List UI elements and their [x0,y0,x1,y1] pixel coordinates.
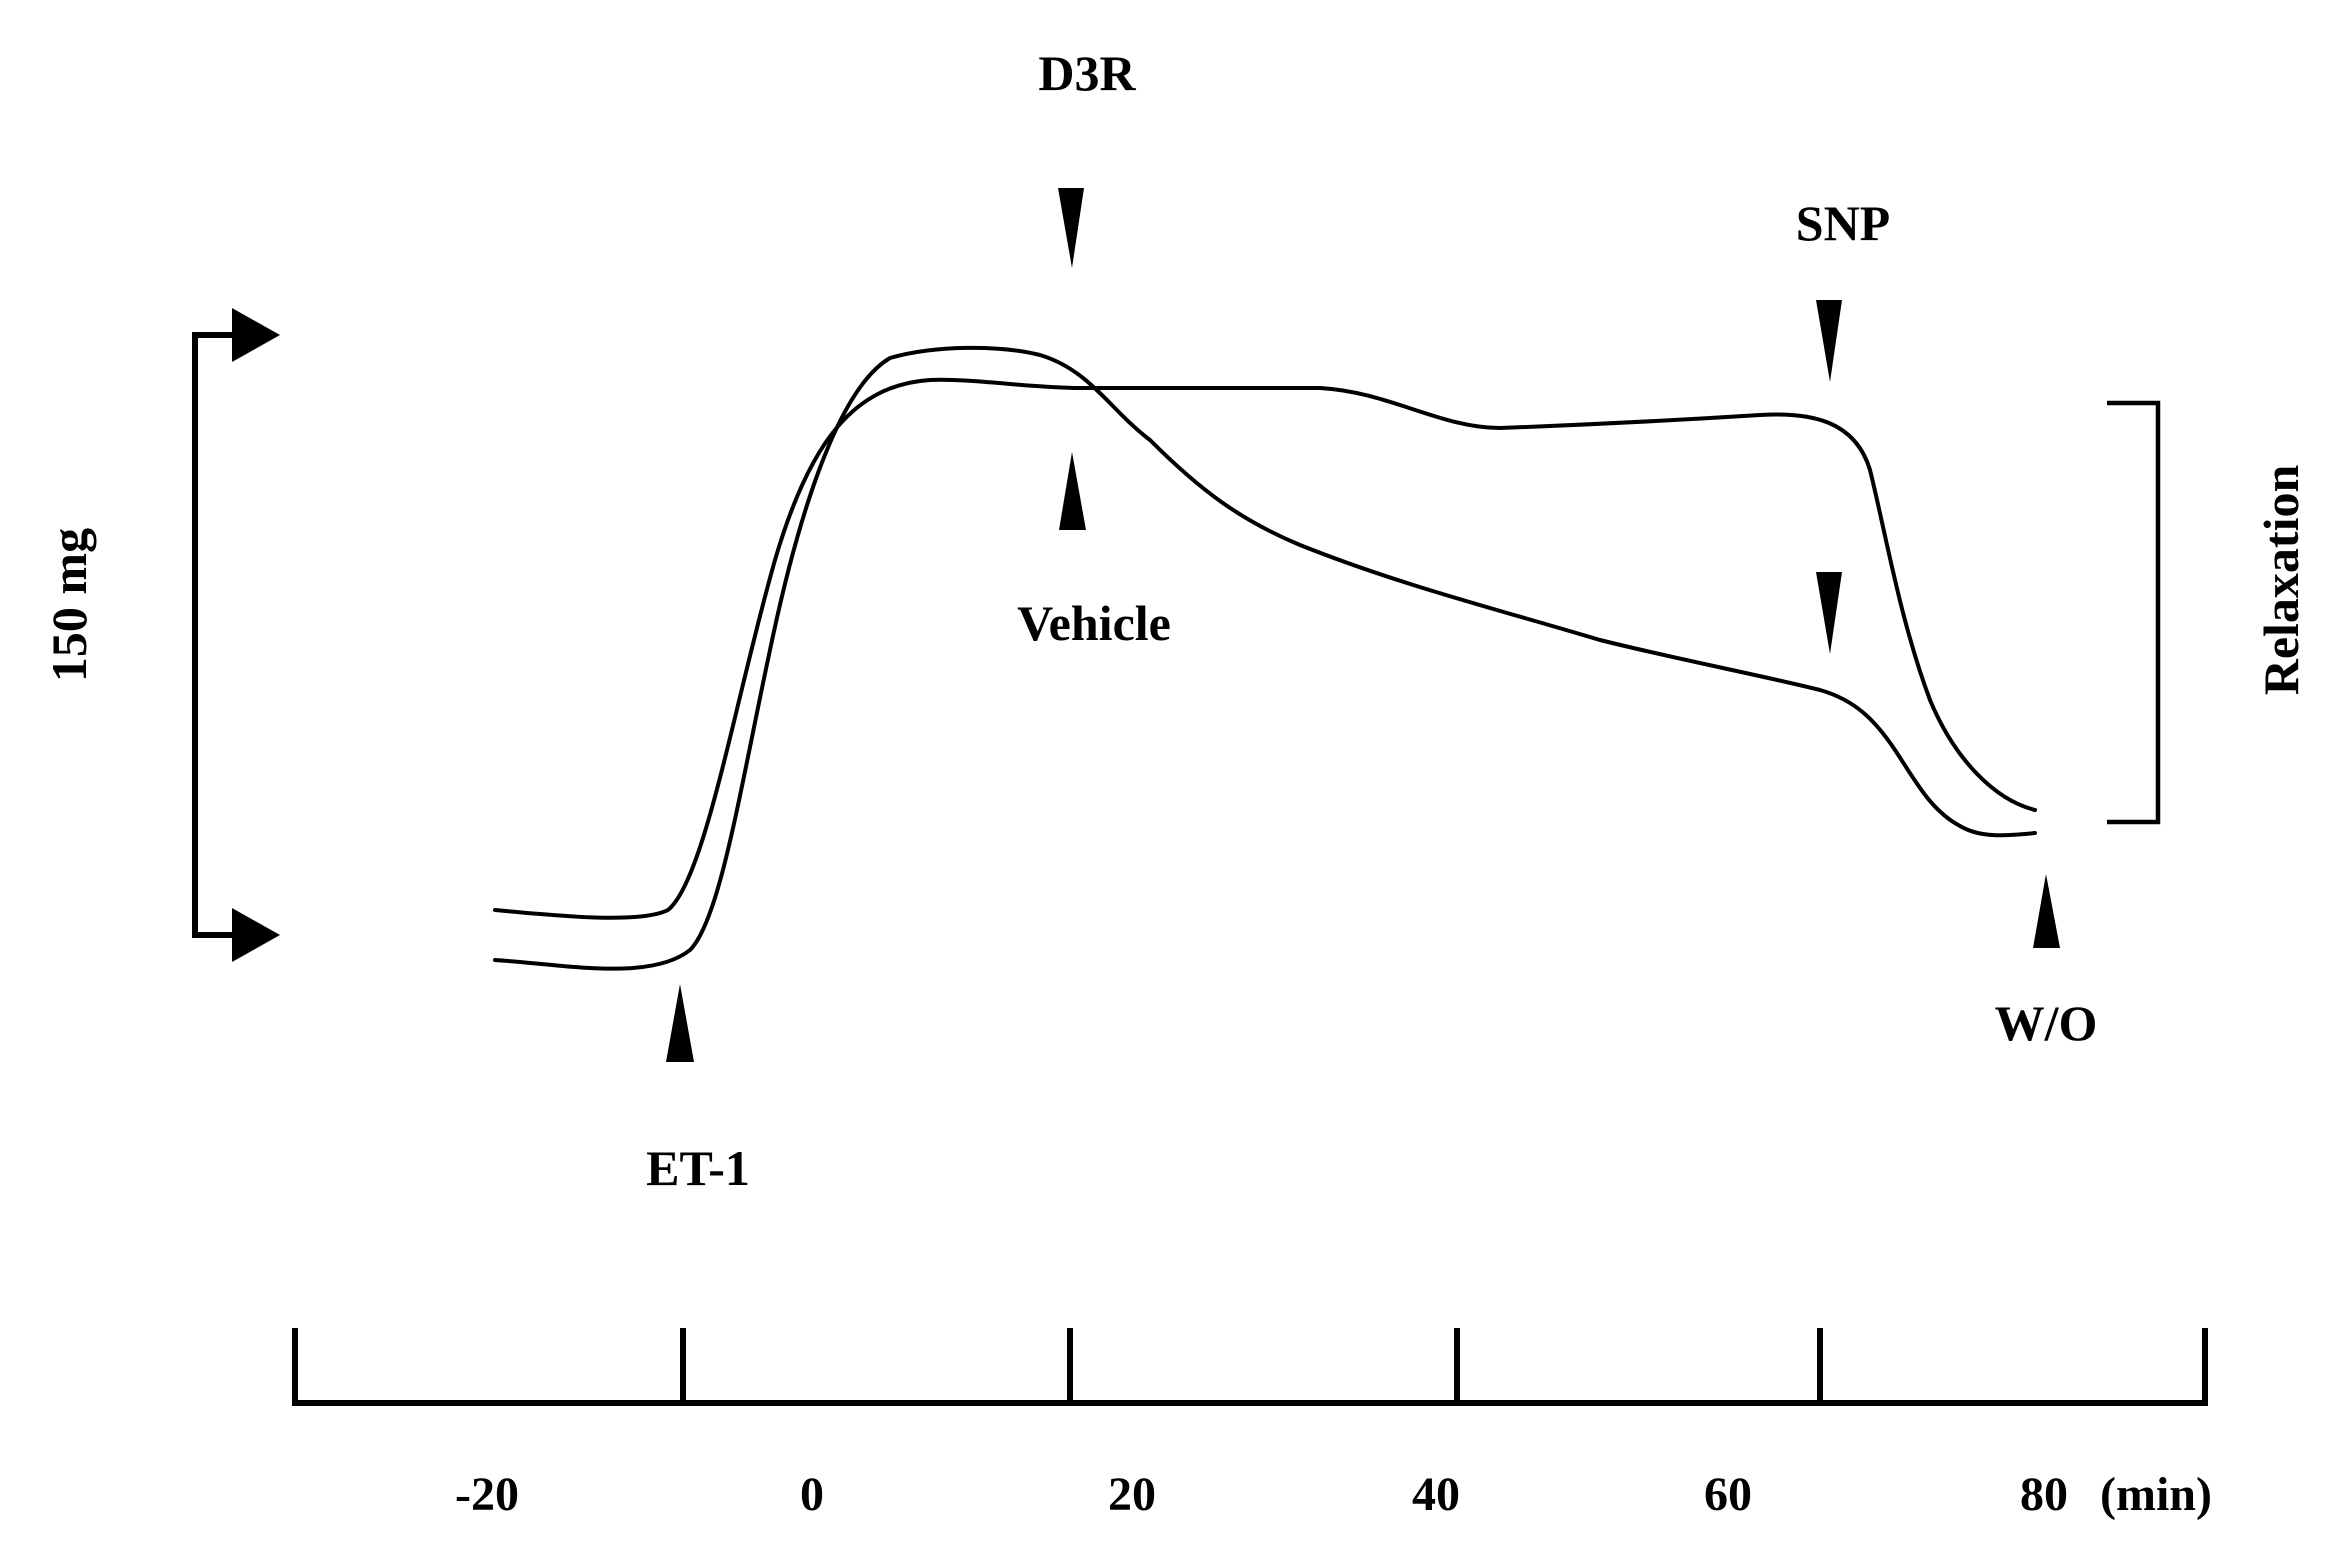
vehicle-label: Vehicle [1017,595,1171,651]
snp-label: SNP [1796,195,1890,251]
calibration-scale: 150 mg [41,308,280,962]
scale-label: 150 mg [41,528,97,682]
arrowhead-up-icon [2033,874,2060,948]
time-unit-label: (min) [2100,1468,2212,1521]
arrowhead-up-icon [1059,452,1086,530]
tick-label: 40 [1412,1468,1460,1521]
arrowhead-down-icon [1816,572,1842,654]
tick-label: -20 [455,1468,519,1521]
vehicle-trace [493,377,2037,920]
markers [666,188,2060,1062]
relaxation-bracket: Relaxation [2107,400,2309,825]
tick-label: 0 [800,1468,824,1521]
arrowhead-up-icon [666,984,694,1062]
arrowhead-down-icon [1816,300,1842,382]
tick-label: 20 [1108,1468,1156,1521]
wo-label: W/O [1995,995,2098,1051]
arrow-right-icon [232,908,280,962]
tick-label: 80 [2020,1468,2068,1521]
arrowhead-down-icon [1058,188,1084,268]
arrow-right-icon [232,308,280,362]
relaxation-label: Relaxation [2253,465,2309,696]
et1-label: ET-1 [646,1140,750,1196]
d3r-trace [493,345,2037,971]
d3r-label: D3R [1038,45,1136,101]
time-axis: -20 0 20 40 60 80 (min) [292,1328,2212,1521]
tick-label: 60 [1704,1468,1752,1521]
